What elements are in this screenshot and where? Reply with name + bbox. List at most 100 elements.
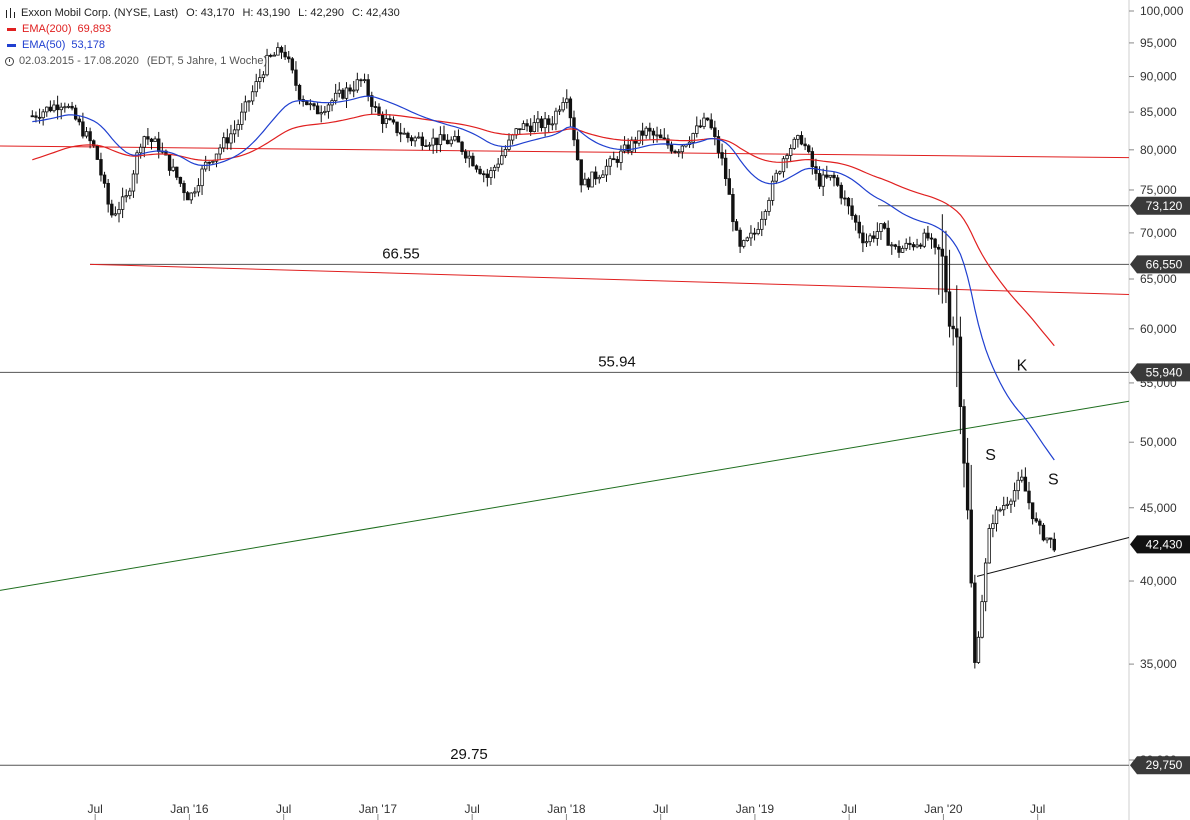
candle-body xyxy=(557,109,562,112)
price-tag-label: 42,430 xyxy=(1146,537,1183,551)
x-tick-label: Jan '18 xyxy=(547,802,586,816)
price-tag-label: 55,940 xyxy=(1146,365,1183,379)
candle-body xyxy=(940,248,945,257)
time-axis: Jul Jan '16 Jul Jan '17 Jul Jan '18 Jul Jan '19… xyxy=(87,802,1045,820)
x-tick-label: Jan '17 xyxy=(359,802,398,816)
x-tick-label: Jul xyxy=(1030,802,1045,816)
candle-body xyxy=(752,232,757,235)
candle-body xyxy=(84,131,89,137)
candle-body xyxy=(99,159,103,176)
candle-body xyxy=(796,135,800,140)
price-tag xyxy=(1130,363,1190,382)
support-trendline xyxy=(0,400,1130,591)
candle-body xyxy=(510,134,515,141)
candle-body xyxy=(142,136,146,148)
candle-body xyxy=(536,118,540,124)
candle-body xyxy=(593,171,598,180)
price-tag-label: 73,120 xyxy=(1146,199,1183,213)
candle-body xyxy=(250,91,255,102)
candle-body xyxy=(702,117,706,128)
candles xyxy=(30,42,1056,669)
candle-body xyxy=(1041,524,1046,541)
y-tick-label: 65,000 xyxy=(1140,272,1177,286)
price-tag xyxy=(1130,196,1190,215)
candle-body xyxy=(380,114,385,125)
price-tag-label: 66,550 xyxy=(1146,257,1183,271)
candle-body xyxy=(88,131,92,142)
candle-body xyxy=(918,244,923,247)
candle-body xyxy=(207,161,211,164)
candle-body xyxy=(991,523,995,529)
candle-body xyxy=(532,122,536,133)
candle-body xyxy=(146,136,150,140)
price-axis: 100,000 95,000 90,000 85,000 80,000 75,000 70,… xyxy=(1129,4,1184,767)
candle-body xyxy=(760,218,764,230)
x-tick-label: Jan '20 xyxy=(924,802,963,816)
legend-instrument-row: Exxon Mobil Corp. (NYSE, Last) O: 43,170… xyxy=(5,5,400,21)
candle-body xyxy=(395,121,399,134)
candle-body xyxy=(1002,505,1006,511)
candle-body xyxy=(601,174,605,178)
candle-body xyxy=(723,157,728,180)
level-label: 66.55 xyxy=(382,245,420,262)
candle-body xyxy=(200,168,204,187)
candle-body xyxy=(366,79,370,97)
candle-body xyxy=(48,106,53,112)
candle-body xyxy=(745,237,750,241)
candle-body xyxy=(709,119,713,129)
legend-date-row: 02.03.2015 - 17.08.2020 (EDT, 5 Jahre, 1… xyxy=(5,53,400,69)
candle-body xyxy=(359,79,363,82)
candle-body xyxy=(929,237,934,240)
candle-body xyxy=(406,132,410,139)
ema50-line xyxy=(32,95,1055,461)
candle-body xyxy=(355,79,360,91)
price-tag xyxy=(1130,535,1190,554)
candle-body xyxy=(1020,476,1024,481)
candle-body xyxy=(341,89,345,99)
candle-body xyxy=(73,107,78,120)
ema200-value: 69,893 xyxy=(77,23,112,35)
candle-body xyxy=(1009,500,1013,505)
candle-body xyxy=(92,140,96,147)
candle-body xyxy=(788,148,793,156)
x-tick-label: Jul xyxy=(87,802,102,816)
candle-body xyxy=(962,406,966,464)
candle-body xyxy=(391,119,396,123)
close-value: C: 42,430 xyxy=(352,7,400,19)
candle-body xyxy=(70,105,74,109)
candle-body xyxy=(496,163,500,168)
candle-body xyxy=(695,125,699,134)
candle-body xyxy=(279,47,284,53)
candle-body xyxy=(705,117,710,121)
candle-body xyxy=(377,106,381,116)
candle-body xyxy=(911,244,916,248)
candle-body xyxy=(294,69,298,86)
candle-body xyxy=(449,139,453,145)
candle-body xyxy=(77,118,81,123)
candle-body xyxy=(738,229,742,247)
candle-body xyxy=(1038,520,1042,526)
candle-body xyxy=(994,509,999,525)
legend-ema50-row: EMA(50) 53,178 xyxy=(5,37,400,53)
candle-body xyxy=(514,128,518,136)
candle-body xyxy=(153,138,157,142)
candle-body xyxy=(832,174,836,179)
low-value: L: 42,290 xyxy=(298,7,345,19)
candle-body xyxy=(30,115,35,118)
candle-body xyxy=(424,145,428,147)
candle-body xyxy=(258,77,262,82)
candle-body xyxy=(579,159,583,186)
candle-body xyxy=(550,123,555,126)
candle-body xyxy=(45,106,49,113)
candle-body xyxy=(669,144,674,152)
candle-body xyxy=(846,197,851,207)
candle-body xyxy=(864,241,869,244)
candle-body xyxy=(850,205,854,216)
chart-settings: (EDT, 5 Jahre, 1 Woche) xyxy=(146,55,268,67)
candle-body xyxy=(117,209,121,215)
candle-body xyxy=(149,138,154,142)
candle-body xyxy=(319,112,323,115)
candle-body xyxy=(272,54,276,57)
candle-body xyxy=(297,84,302,100)
